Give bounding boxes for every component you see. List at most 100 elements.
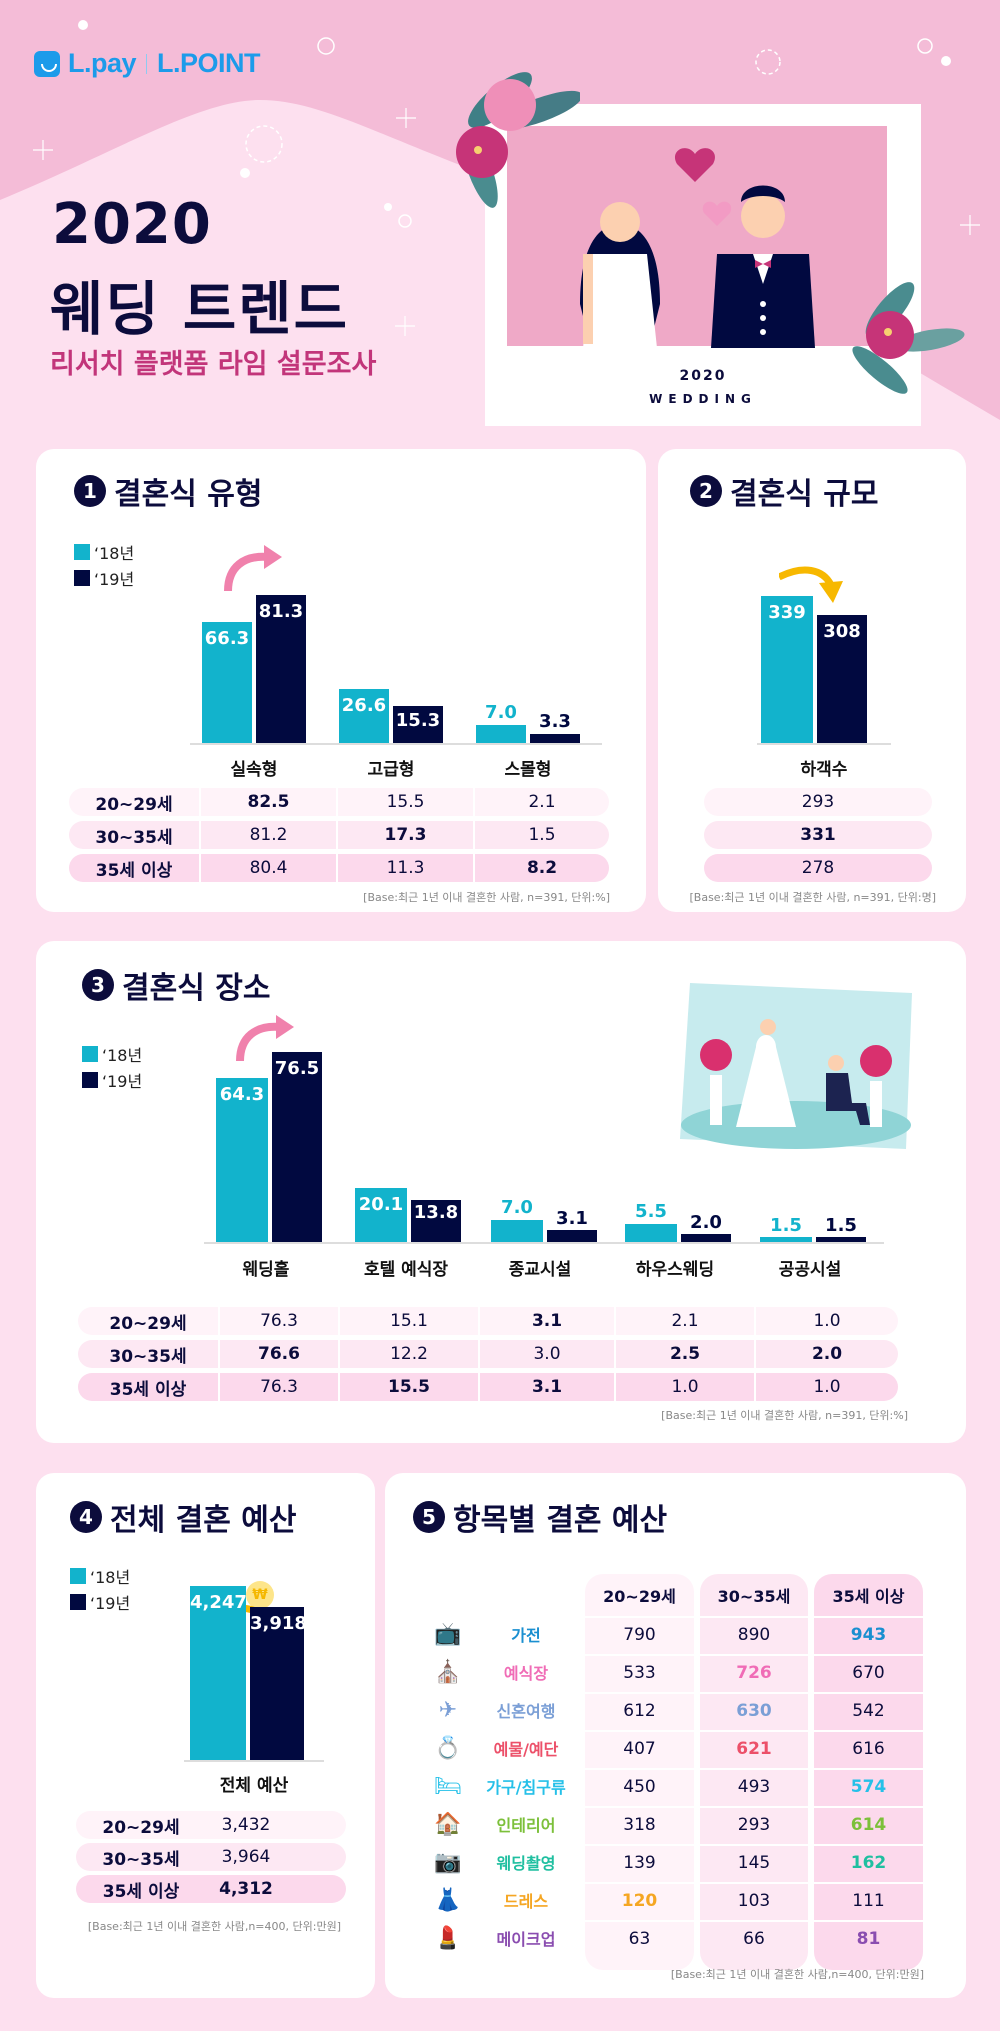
bar-public-2018-label: 1.5 xyxy=(770,1215,802,1236)
category-label: 하객수 xyxy=(800,760,848,780)
section-title-wedding-size: 2 결혼식 규모 xyxy=(690,469,878,513)
bar-housewedding-2018-label: 5.5 xyxy=(635,1201,667,1222)
table-cell: 66 xyxy=(700,1920,808,1956)
section-title-text: 결혼식 규모 xyxy=(730,477,879,512)
row-label: 35세 이상 xyxy=(95,860,173,881)
table-cell: 612 xyxy=(585,1692,694,1728)
table-cell: 278 xyxy=(801,858,835,878)
table-cell: 2.5 xyxy=(614,1340,754,1368)
table-cell: 2.0 xyxy=(754,1340,898,1368)
table-cell: 574 xyxy=(814,1768,923,1804)
column-header: 30~35세 xyxy=(717,1587,791,1606)
table-cell: 81 xyxy=(814,1920,923,1956)
section-title-wedding-type: 1 결혼식 유형 xyxy=(74,469,262,513)
bar-weddinghall-2018: 64.3 xyxy=(216,1078,268,1242)
legend-label: ‘19년 xyxy=(90,1594,131,1613)
row-label: 35세 이상 xyxy=(102,1881,180,1902)
category-label: 웨딩홀 xyxy=(242,1260,290,1280)
table-cell: 616 xyxy=(814,1730,923,1766)
table-cell: 1.0 xyxy=(614,1373,754,1401)
table-cell: 331 xyxy=(800,825,836,845)
brand-logo[interactable]: L.pay L.POINT xyxy=(34,48,261,79)
budget-item-label: 가구/침구류 xyxy=(486,1778,566,1797)
up-trend-arrow-icon xyxy=(224,545,282,592)
frame-caption-year: 2020 xyxy=(679,368,727,384)
chart-legend: ‘18년 ‘19년 xyxy=(70,1563,130,1615)
bar-housewedding-2019 xyxy=(681,1234,731,1242)
bar-budget-2019: 3,918 xyxy=(250,1607,307,1760)
row-label: 30~35세 xyxy=(109,1346,187,1367)
ring-icon: 💍 xyxy=(434,1735,462,1761)
legend-label: ‘18년 xyxy=(94,544,135,563)
bar-chart-wedding-size: 339 308 xyxy=(753,566,893,743)
table-cell: 3,432 xyxy=(221,1815,271,1835)
table-cell: 145 xyxy=(700,1844,808,1880)
table-row: 35세 이상 80.4 11.3 8.2 xyxy=(69,854,609,882)
dress-icon: 👗 xyxy=(434,1887,462,1913)
table-cell: 542 xyxy=(814,1692,923,1728)
bar-chart-total-budget: ₩ 4,247 3,918 xyxy=(186,1581,336,1760)
bar-gogeup-2019: 15.3 xyxy=(393,706,443,743)
budget-item-label: 웨딩촬영 xyxy=(496,1854,556,1873)
table-cell: 1.0 xyxy=(754,1307,898,1335)
source-note: [Base:최근 1년 이내 결혼한 사람, n=391, 단위:%] xyxy=(661,1409,908,1422)
budget-item-row: 💍 예물/예단 xyxy=(430,1730,586,1766)
row-label: 20~29세 xyxy=(95,794,173,815)
table-cell: 1.0 xyxy=(754,1373,898,1401)
budget-item-label: 예식장 xyxy=(503,1664,549,1683)
flower-bouquet-bottom-icon xyxy=(852,282,965,394)
bar-guests-2019: 308 xyxy=(817,615,867,743)
camera-icon: 📷 xyxy=(434,1849,462,1875)
legend-label: ‘18년 xyxy=(102,1046,143,1065)
budget-item-label: 메이크업 xyxy=(496,1930,556,1949)
table-row: 30~35세 76.6 12.2 3.0 2.5 2.0 xyxy=(78,1340,898,1368)
table-row: 30~35세 3,964 xyxy=(76,1843,346,1871)
couple-illustration-icon xyxy=(580,148,815,348)
table-cell: 293 xyxy=(700,1806,808,1842)
section-title-text: 결혼식 장소 xyxy=(122,971,271,1006)
table-cell: 293 xyxy=(801,792,835,812)
section-number-badge: 2 xyxy=(690,475,722,507)
table-cell: 17.3 xyxy=(336,821,473,849)
table-cell: 11.3 xyxy=(336,854,473,882)
legend-swatch-2019 xyxy=(70,1594,86,1610)
table-row: 20~29세 82.5 15.5 2.1 xyxy=(69,788,609,816)
table-cell: 15.5 xyxy=(336,788,473,816)
table-cell: 3.1 xyxy=(478,1307,614,1335)
chapel-icon: ⛪ xyxy=(434,1659,462,1685)
table-cell: 450 xyxy=(585,1768,694,1804)
title-year: 2020 xyxy=(52,192,212,257)
legend-swatch-2019 xyxy=(74,570,90,586)
category-label: 하우스웨딩 xyxy=(635,1260,715,1280)
legend-item-2018: ‘18년 xyxy=(82,1041,142,1067)
bar-budget-2018: 4,247 xyxy=(190,1586,247,1760)
table-cell: 15.5 xyxy=(338,1373,478,1401)
down-trend-arrow-icon xyxy=(779,566,843,603)
chart-legend: ‘18년 ‘19년 xyxy=(82,1041,142,1093)
table-row: 35세 이상 76.3 15.5 3.1 1.0 1.0 xyxy=(78,1373,898,1401)
bar-chart-wedding-type: 66.3 81.3 26.6 15.3 7.0 3.3 xyxy=(196,545,606,743)
x-axis-line xyxy=(190,743,602,745)
category-label: 스몰형 xyxy=(504,760,552,780)
table-cell: 318 xyxy=(585,1806,694,1842)
budget-item-row: 📷 웨딩촬영 xyxy=(430,1844,586,1880)
budget-item-row: 💄 메이크업 xyxy=(430,1920,586,1956)
legend-label: ‘19년 xyxy=(94,570,135,589)
bar-weddinghall-2019: 76.5 xyxy=(272,1052,322,1242)
bar-silsok-2018: 66.3 xyxy=(202,622,252,743)
proposal-illustration xyxy=(680,983,912,1149)
table-row: 20~29세 3,432 xyxy=(76,1811,346,1839)
row-label: 20~29세 xyxy=(109,1313,187,1334)
table-cell: 621 xyxy=(700,1730,808,1766)
table-cell: 139 xyxy=(585,1844,694,1880)
table-row: 35세 이상 4,312 xyxy=(76,1875,346,1903)
category-label: 실속형 xyxy=(230,760,278,780)
budget-item-row: ⛪ 예식장 xyxy=(430,1654,586,1690)
table-cell: 630 xyxy=(700,1692,808,1728)
bar-small-2019-label: 3.3 xyxy=(539,711,571,732)
row-label: 30~35세 xyxy=(95,827,173,848)
bar-housewedding-2018 xyxy=(625,1224,677,1242)
bar-small-2018-label: 7.0 xyxy=(485,702,517,723)
house-icon: 🏠 xyxy=(434,1811,462,1837)
hero-banner: L.pay L.POINT 2020 웨딩 트렌드 리서치 플랫폼 라임 설문조… xyxy=(0,0,1000,440)
